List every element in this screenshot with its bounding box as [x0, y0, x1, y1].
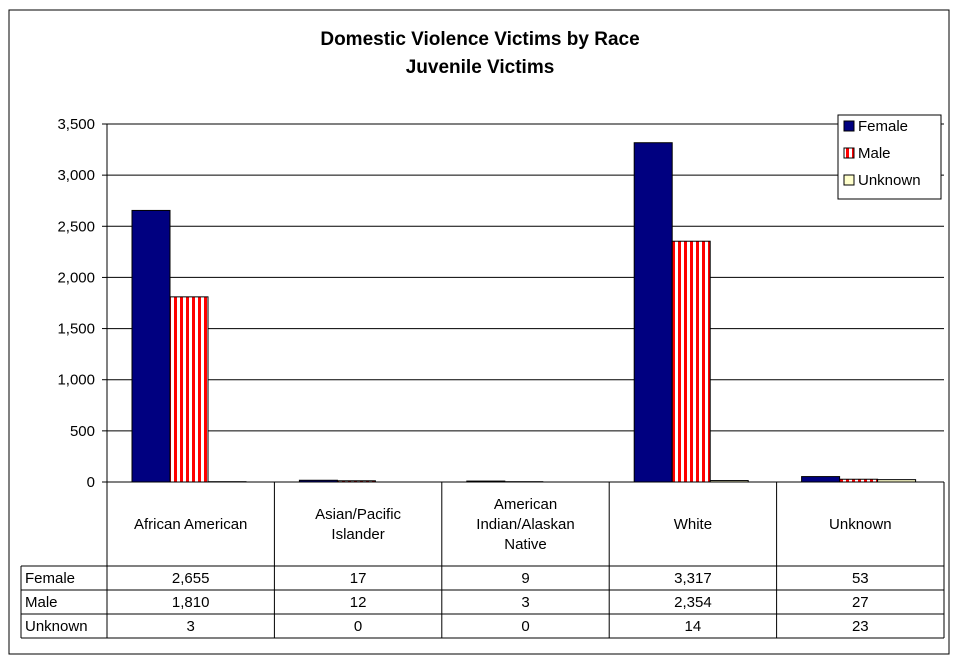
y-tick-label: 500 — [70, 423, 95, 440]
y-tick-label: 3,000 — [57, 167, 95, 184]
table-cell-female-asian-pacific-islander: 17 — [350, 570, 367, 587]
bar-female-white — [634, 143, 672, 482]
y-tick-label: 2,500 — [57, 218, 95, 235]
y-tick-label: 3,500 — [57, 116, 95, 133]
legend-label-female: Female — [858, 118, 908, 135]
bar-male-unknown — [840, 479, 878, 482]
legend-label-male: Male — [858, 145, 891, 162]
table-cell-unknown-american-indian-alaskan-native: 0 — [521, 618, 529, 635]
table-cell-unknown-unknown: 23 — [852, 618, 869, 635]
bar-female-american-indian-alaskan-native — [467, 481, 505, 482]
chart-title: Domestic Violence Victims by Race — [320, 29, 639, 50]
y-tick-label: 2,000 — [57, 269, 95, 286]
table-row-label-unknown: Unknown — [25, 618, 88, 635]
table-cell-unknown-asian-pacific-islander: 0 — [354, 618, 362, 635]
table-cell-female-african-american: 2,655 — [172, 570, 210, 587]
y-tick-label: 1,000 — [57, 372, 95, 389]
table-cell-female-unknown: 53 — [852, 570, 869, 587]
bar-female-asian-pacific-islander — [299, 480, 337, 482]
bar-unknown-white — [710, 481, 748, 482]
table-cell-female-white: 3,317 — [674, 570, 712, 587]
table-cell-male-american-indian-alaskan-native: 3 — [521, 594, 529, 611]
table-row-label-male: Male — [25, 594, 58, 611]
table-cell-female-american-indian-alaskan-native: 9 — [521, 570, 529, 587]
bar-male-white — [672, 241, 710, 482]
chart-subtitle: Juvenile Victims — [406, 57, 555, 78]
table-cell-unknown-african-american: 3 — [187, 618, 195, 635]
table-cell-unknown-white: 14 — [685, 618, 702, 635]
table-cell-male-african-american: 1,810 — [172, 594, 210, 611]
legend-label-unknown: Unknown — [858, 172, 921, 189]
table-cell-male-unknown: 27 — [852, 594, 869, 611]
bar-female-african-american — [132, 210, 170, 482]
table-cell-male-white: 2,354 — [674, 594, 712, 611]
legend-swatch-male — [844, 148, 854, 158]
x-category-label-white: White — [674, 516, 712, 533]
x-category-label-african-american: African American — [134, 516, 247, 533]
legend-swatch-unknown — [844, 175, 854, 185]
bar-male-african-american — [170, 297, 208, 482]
bar-unknown-unknown — [878, 480, 916, 482]
y-tick-label: 0 — [87, 474, 95, 491]
table-cell-male-asian-pacific-islander: 12 — [350, 594, 367, 611]
bar-male-asian-pacific-islander — [337, 481, 375, 482]
y-tick-label: 1,500 — [57, 321, 95, 338]
table-row-label-female: Female — [25, 570, 75, 587]
legend: Female Male Unknown — [838, 115, 941, 199]
x-category-label-unknown: Unknown — [829, 516, 892, 533]
bar-female-unknown — [802, 477, 840, 482]
legend-swatch-female — [844, 121, 854, 131]
